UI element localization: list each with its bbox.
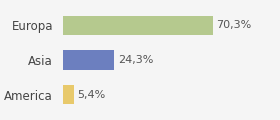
Bar [63, 15, 213, 35]
Bar [63, 85, 74, 105]
Bar [63, 50, 115, 70]
Text: 70,3%: 70,3% [216, 20, 251, 30]
Text: 5,4%: 5,4% [77, 90, 106, 100]
Text: 24,3%: 24,3% [118, 55, 153, 65]
